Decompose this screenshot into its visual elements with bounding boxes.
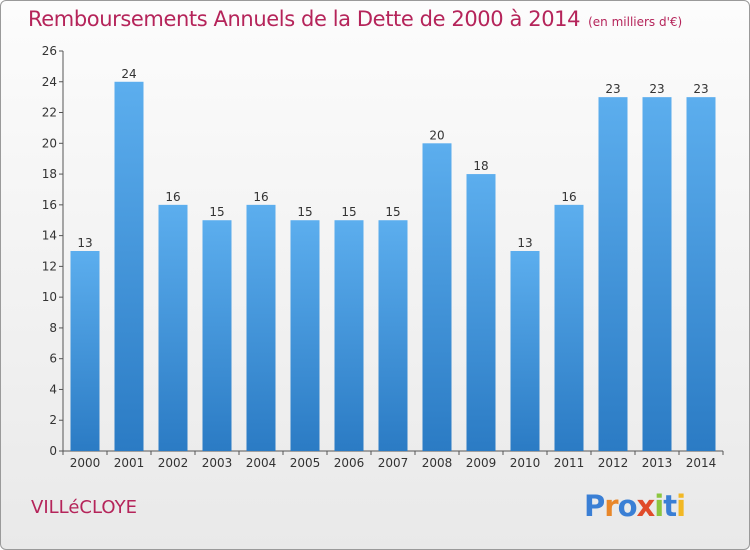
bar bbox=[642, 97, 672, 452]
bar bbox=[114, 81, 144, 452]
logo-letter: i bbox=[676, 489, 686, 523]
y-tick-label: 16 bbox=[42, 198, 57, 212]
logo-letter: P bbox=[584, 489, 605, 523]
bar bbox=[246, 204, 276, 451]
x-tick-label: 2001 bbox=[114, 456, 145, 470]
y-tick-label: 26 bbox=[42, 44, 57, 58]
bar-value-label: 15 bbox=[209, 205, 224, 219]
bar-value-label: 23 bbox=[649, 82, 664, 96]
logo-letter: o bbox=[617, 489, 638, 523]
bar bbox=[422, 143, 452, 452]
x-tick-label: 2008 bbox=[422, 456, 453, 470]
x-tick-label: 2013 bbox=[642, 456, 673, 470]
bar bbox=[70, 251, 100, 451]
y-tick-label: 2 bbox=[49, 413, 57, 427]
x-tick-label: 2010 bbox=[510, 456, 541, 470]
bar-value-label: 13 bbox=[517, 236, 532, 250]
x-tick-label: 2006 bbox=[334, 456, 365, 470]
x-tick-label: 2014 bbox=[686, 456, 717, 470]
bar-value-label: 15 bbox=[297, 205, 312, 219]
chart-title: Remboursements Annuels de la Dette de 20… bbox=[28, 7, 682, 31]
bar-value-label: 15 bbox=[341, 205, 356, 219]
x-tick-label: 2004 bbox=[246, 456, 277, 470]
y-tick-label: 6 bbox=[49, 352, 57, 366]
y-tick-label: 8 bbox=[49, 321, 57, 335]
bar-value-label: 24 bbox=[121, 67, 136, 81]
y-tick-label: 24 bbox=[42, 75, 57, 89]
bar-value-label: 23 bbox=[605, 82, 620, 96]
y-tick-label: 20 bbox=[42, 136, 57, 150]
x-tick-label: 2005 bbox=[290, 456, 321, 470]
x-tick-label: 2007 bbox=[378, 456, 409, 470]
bar-value-label: 16 bbox=[561, 190, 576, 204]
x-tick-label: 2009 bbox=[466, 456, 497, 470]
bar-value-label: 16 bbox=[253, 190, 268, 204]
x-tick-label: 2002 bbox=[158, 456, 189, 470]
y-tick-label: 12 bbox=[42, 259, 57, 273]
bar bbox=[598, 97, 628, 452]
bar-value-label: 20 bbox=[429, 128, 444, 142]
bar bbox=[554, 204, 584, 451]
bar bbox=[202, 220, 232, 451]
logo-letter: r bbox=[604, 489, 618, 523]
logo-letter: t bbox=[663, 489, 677, 523]
bar bbox=[686, 97, 716, 452]
x-tick-label: 2000 bbox=[70, 456, 101, 470]
logo-letter: i bbox=[654, 489, 664, 523]
town-name: VILLéCLOYE bbox=[31, 497, 137, 518]
y-tick-label: 0 bbox=[49, 444, 57, 458]
bar-value-label: 23 bbox=[693, 82, 708, 96]
chart-title-text: Remboursements Annuels de la Dette de 20… bbox=[28, 7, 581, 31]
unit-label: (en milliers d'€) bbox=[588, 15, 683, 29]
x-tick-label: 2011 bbox=[554, 456, 585, 470]
logo-letter: x bbox=[636, 489, 656, 523]
y-tick-label: 10 bbox=[42, 290, 57, 304]
bar bbox=[334, 220, 364, 451]
bar bbox=[466, 174, 496, 452]
y-tick-label: 18 bbox=[42, 167, 57, 181]
x-tick-label: 2003 bbox=[202, 456, 233, 470]
bar-value-label: 13 bbox=[77, 236, 92, 250]
proxiti-logo: Proxiti bbox=[584, 489, 686, 523]
x-tick-label: 2012 bbox=[598, 456, 629, 470]
bar bbox=[158, 204, 188, 451]
bar bbox=[378, 220, 408, 451]
y-tick-label: 4 bbox=[49, 382, 57, 396]
y-tick-label: 14 bbox=[42, 229, 57, 243]
bar bbox=[510, 251, 540, 451]
y-tick-label: 22 bbox=[42, 106, 57, 120]
bar-value-label: 15 bbox=[385, 205, 400, 219]
bar-value-label: 18 bbox=[473, 159, 488, 173]
bar bbox=[290, 220, 320, 451]
bar-value-label: 16 bbox=[165, 190, 180, 204]
